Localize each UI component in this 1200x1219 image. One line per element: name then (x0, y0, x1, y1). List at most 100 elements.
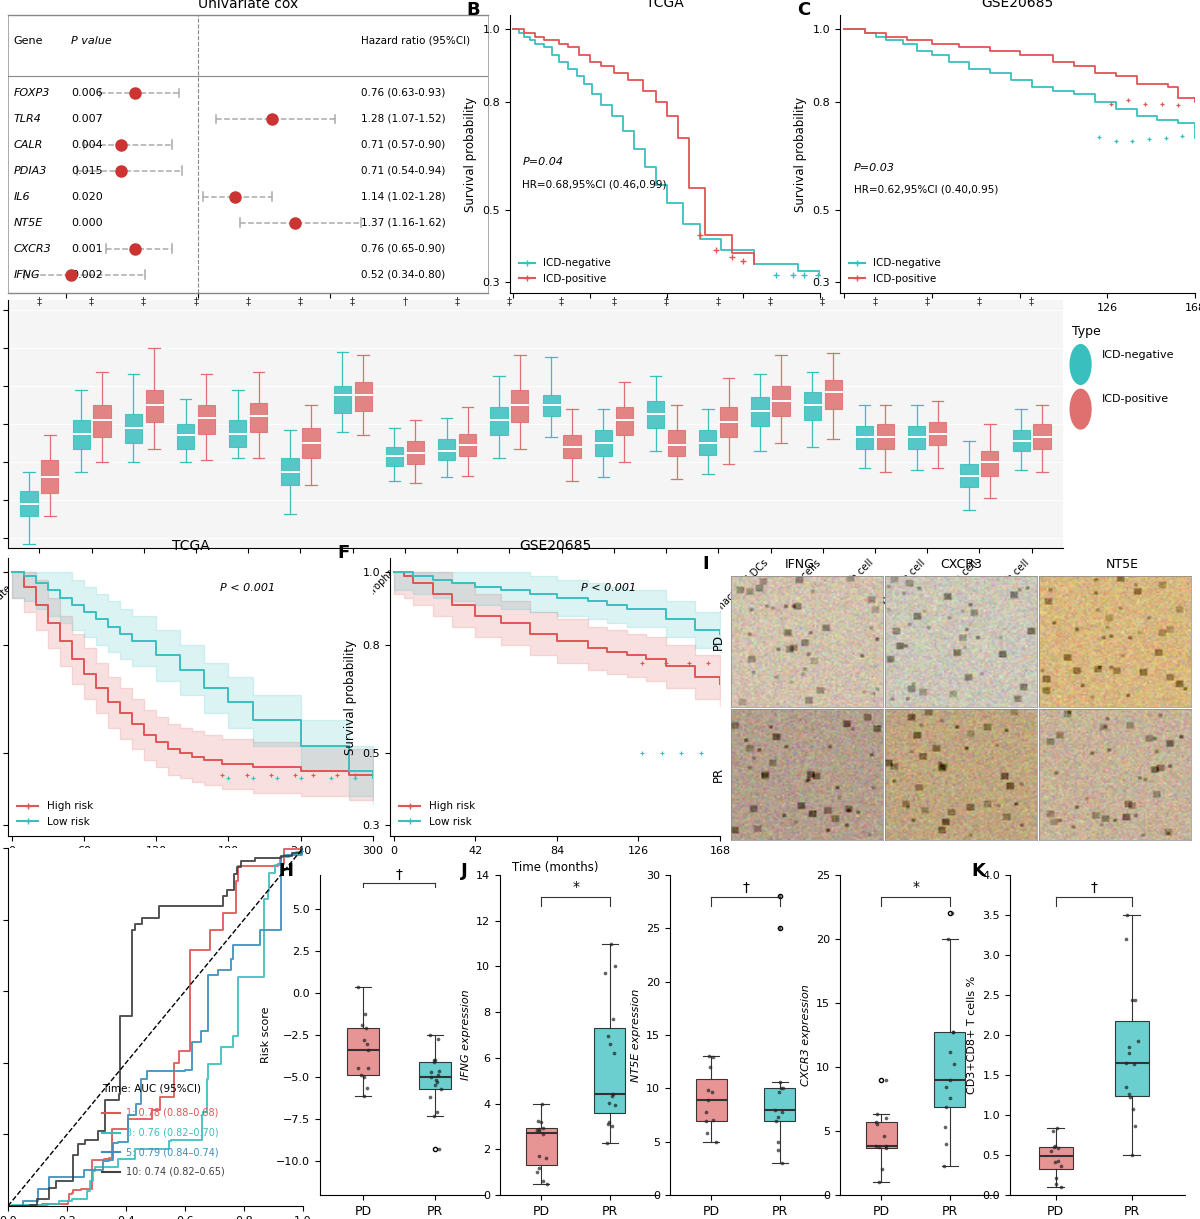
PathPatch shape (526, 1128, 557, 1165)
Text: 3: 0.76 (0.82–0.70): 3: 0.76 (0.82–0.70) (126, 1128, 218, 1137)
Text: †: † (742, 880, 749, 895)
Point (1117, 1053, 1136, 1073)
Text: Time: AUC (95%CI): Time: AUC (95%CI) (102, 1084, 202, 1093)
Bar (668, 430, 685, 456)
Point (595, 963, 614, 983)
Text: 1.28 (1.07-1.52): 1.28 (1.07-1.52) (361, 113, 446, 124)
Y-axis label: Survival probability: Survival probability (344, 640, 356, 755)
Point (1052, 1156, 1072, 1175)
Point (425, 1050, 444, 1069)
Point (1044, 1121, 1063, 1141)
Circle shape (1070, 389, 1091, 429)
Text: P=0.04: P=0.04 (522, 157, 564, 167)
Bar (751, 397, 769, 425)
Text: †: † (396, 868, 402, 883)
Point (698, 1091, 718, 1111)
Text: HR=0.68,95%CI (0.46,0.99): HR=0.68,95%CI (0.46,0.99) (522, 179, 667, 189)
Text: Hazard ratio (95%CI): Hazard ratio (95%CI) (361, 37, 470, 46)
Bar (511, 390, 528, 422)
Point (941, 1070, 960, 1090)
Point (534, 1171, 553, 1191)
Text: FOXP3: FOXP3 (13, 88, 49, 98)
Text: K: K (972, 862, 985, 880)
Text: NT5E: NT5E (1106, 557, 1139, 570)
Point (941, 1087, 960, 1107)
Point (428, 1030, 448, 1050)
Text: 0.015: 0.015 (71, 166, 103, 176)
Text: 0.76 (0.63-0.93): 0.76 (0.63-0.93) (361, 88, 445, 98)
Y-axis label: Survival probability: Survival probability (794, 96, 806, 212)
PathPatch shape (347, 1028, 379, 1075)
Point (703, 1047, 722, 1067)
Text: ‡: ‡ (872, 296, 877, 306)
Bar (595, 430, 612, 456)
Point (940, 1042, 959, 1062)
Text: 0.007: 0.007 (71, 113, 103, 124)
Point (532, 1112, 551, 1131)
Point (1116, 929, 1135, 948)
Text: PD: PD (712, 634, 725, 650)
Bar (929, 422, 947, 445)
Bar (700, 430, 716, 455)
Point (599, 1026, 618, 1046)
Text: P value: P value (71, 37, 112, 46)
Point (431, 1079, 450, 1098)
Point (602, 1117, 622, 1136)
Point (768, 1132, 787, 1152)
Point (1046, 1174, 1066, 1193)
Text: CALR: CALR (13, 140, 43, 150)
Text: ‡: ‡ (246, 296, 251, 306)
Text: †: † (1091, 880, 1097, 895)
Point (697, 1124, 716, 1143)
Text: C: C (797, 1, 811, 20)
Point (425, 1106, 444, 1125)
Text: ‡: ‡ (977, 296, 982, 306)
X-axis label: Time (months): Time (months) (148, 862, 234, 874)
Point (428, 1065, 448, 1085)
Text: Gene: Gene (13, 37, 43, 46)
Point (1046, 1168, 1066, 1187)
Text: ‡: ‡ (664, 296, 668, 306)
Point (420, 1087, 439, 1107)
Text: 1: 0.78 (0.88–0.68): 1: 0.78 (0.88–0.68) (126, 1108, 218, 1118)
Point (601, 934, 620, 953)
Bar (720, 407, 737, 438)
Text: †: † (402, 296, 408, 306)
Point (869, 1137, 888, 1157)
Bar (354, 382, 372, 411)
Bar (960, 464, 978, 486)
Point (532, 1093, 551, 1113)
Y-axis label: Survival probability: Survival probability (464, 96, 476, 212)
Y-axis label: NT5E expression: NT5E expression (630, 989, 641, 1081)
Bar (145, 390, 163, 422)
Point (1122, 990, 1141, 1009)
Point (773, 1078, 792, 1097)
Point (773, 1153, 792, 1173)
Point (1126, 990, 1145, 1009)
PathPatch shape (764, 1087, 796, 1120)
Bar (877, 424, 894, 449)
Text: 0.002: 0.002 (71, 269, 103, 280)
Text: ICD-positive: ICD-positive (1102, 394, 1169, 405)
Text: 5: 0.79 (0.84–0.74): 5: 0.79 (0.84–0.74) (126, 1147, 218, 1157)
Point (359, 1041, 378, 1061)
Text: PDIA3: PDIA3 (13, 166, 47, 176)
Bar (94, 405, 110, 438)
Point (768, 1107, 787, 1126)
Text: 0.000: 0.000 (71, 218, 103, 228)
PathPatch shape (594, 1028, 625, 1113)
Point (877, 1136, 896, 1156)
Point (876, 1070, 895, 1090)
Text: Type: Type (1072, 324, 1100, 338)
Point (707, 1132, 726, 1152)
Bar (1013, 430, 1030, 451)
Point (936, 1078, 955, 1097)
Text: ‡: ‡ (611, 296, 617, 306)
Point (426, 1051, 445, 1070)
Text: P=0.03: P=0.03 (854, 162, 895, 173)
Text: 0.006: 0.006 (71, 88, 103, 98)
Point (604, 1042, 623, 1062)
Point (942, 903, 961, 923)
Point (349, 1058, 368, 1078)
Text: ‡: ‡ (298, 296, 304, 306)
